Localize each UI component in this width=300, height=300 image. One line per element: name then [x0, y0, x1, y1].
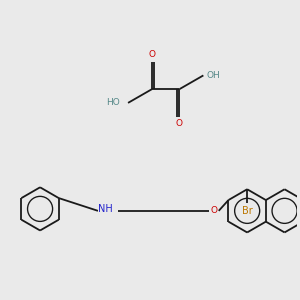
Text: NH: NH	[98, 204, 113, 214]
Text: O: O	[176, 119, 183, 128]
Text: Br: Br	[242, 206, 253, 216]
Text: OH: OH	[206, 71, 220, 80]
Text: O: O	[148, 50, 155, 59]
Text: HO: HO	[106, 98, 120, 107]
Text: O: O	[210, 206, 217, 215]
